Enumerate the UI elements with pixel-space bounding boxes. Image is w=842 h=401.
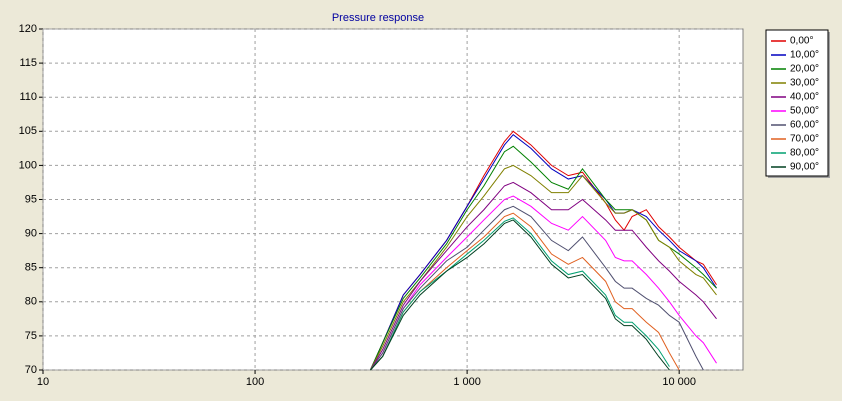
legend-label: 0,00° bbox=[790, 36, 813, 47]
series-line bbox=[369, 134, 717, 371]
series-line bbox=[370, 219, 670, 371]
y-tick-label: 70 bbox=[25, 364, 37, 376]
legend-label: 60,00° bbox=[790, 120, 819, 131]
y-tick-label: 80 bbox=[25, 296, 37, 308]
y-tick-label: 75 bbox=[25, 330, 37, 342]
series-line bbox=[369, 145, 717, 371]
y-tick-label: 105 bbox=[19, 125, 37, 137]
x-tick-label: 100 bbox=[246, 376, 264, 388]
x-tick-label: 1 000 bbox=[453, 376, 481, 388]
x-tick-label: 10 000 bbox=[662, 376, 696, 388]
legend-label: 30,00° bbox=[790, 78, 819, 89]
legend-label: 50,00° bbox=[790, 106, 819, 117]
legend-label: 10,00° bbox=[790, 50, 819, 61]
y-tick-label: 120 bbox=[19, 23, 37, 35]
legend-label: 80,00° bbox=[790, 148, 819, 159]
y-tick-label: 85 bbox=[25, 262, 37, 274]
series-line bbox=[370, 212, 680, 371]
chart-title: Pressure response bbox=[332, 12, 424, 24]
y-tick-label: 100 bbox=[19, 159, 37, 171]
legend-label: 90,00° bbox=[790, 162, 819, 173]
legend-label: 40,00° bbox=[790, 92, 819, 103]
series-line bbox=[370, 205, 704, 371]
series-line bbox=[370, 181, 717, 371]
series-line bbox=[370, 217, 670, 371]
y-tick-label: 95 bbox=[25, 193, 37, 205]
y-tick-label: 110 bbox=[19, 91, 37, 103]
legend-label: 70,00° bbox=[790, 134, 819, 145]
y-tick-label: 90 bbox=[25, 228, 37, 240]
y-tick-label: 115 bbox=[19, 57, 37, 69]
legend bbox=[765, 29, 829, 177]
legend-label: 20,00° bbox=[790, 64, 819, 75]
x-tick-label: 10 bbox=[37, 376, 49, 388]
series-line bbox=[369, 164, 717, 371]
series-line bbox=[370, 195, 717, 371]
